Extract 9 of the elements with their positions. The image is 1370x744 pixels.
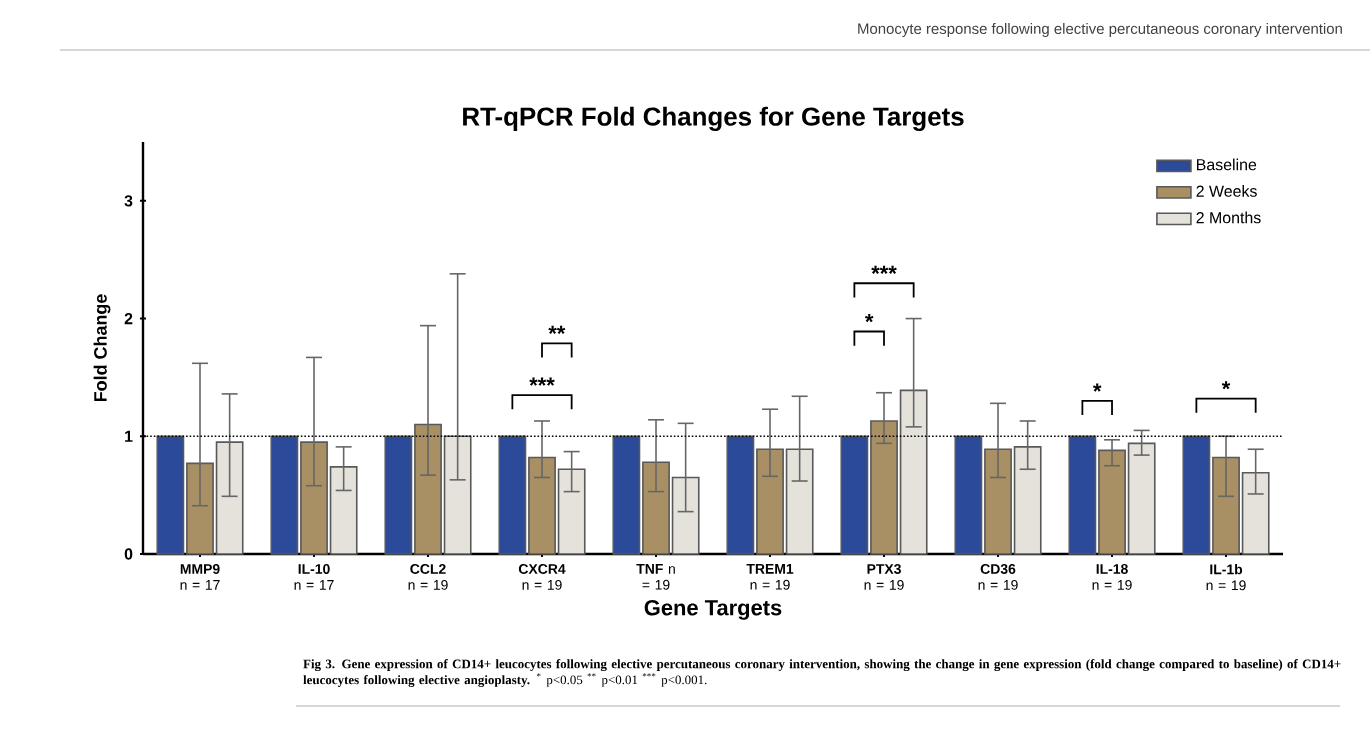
annotation: *** [871, 265, 897, 274]
annotation: * [1093, 383, 1102, 392]
y-axis-title: Fold Change [93, 294, 111, 402]
annotation: * [864, 314, 874, 323]
annotation: ** [548, 325, 566, 334]
annotation: *** [529, 377, 555, 386]
x-axis-title: Gene Targets [644, 599, 782, 620]
chart-title: RT-qPCR Fold Changes for Gene Targets [463, 106, 964, 132]
annotation: * [1221, 381, 1231, 390]
